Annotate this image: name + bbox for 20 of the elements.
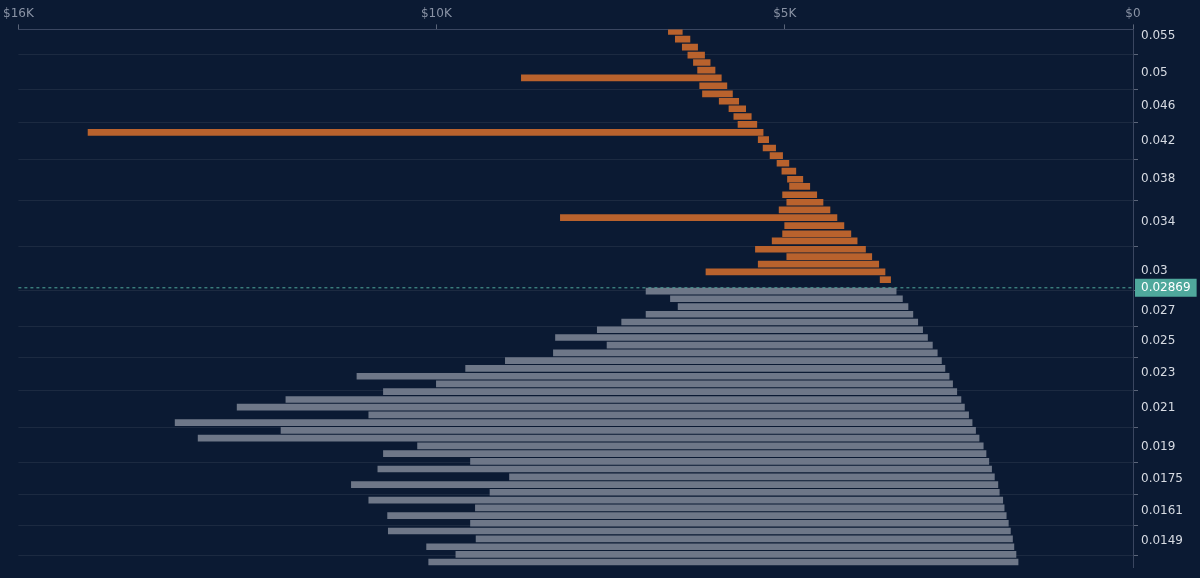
x-tick-label: $16K: [3, 6, 35, 21]
y-tick-label: 0.019: [1141, 439, 1176, 454]
ref-line-label: 0.02869: [1141, 279, 1191, 294]
y-tick-label: 0.03: [1141, 262, 1168, 277]
y-tick-label: 0.034: [1141, 214, 1176, 229]
y-tick-label: 0.042: [1141, 132, 1176, 147]
x-tick-label: $5K: [773, 6, 798, 21]
y-tick-label: 0.023: [1141, 365, 1176, 380]
y-tick-label: 0.0175: [1141, 470, 1184, 485]
y-tick-label: 0.055: [1141, 28, 1176, 43]
y-tick-label: 0.0149: [1141, 533, 1184, 548]
y-tick-label: 0.046: [1141, 97, 1176, 112]
y-tick-label: 0.027: [1141, 303, 1176, 318]
x-tick-label: $0: [1125, 6, 1141, 21]
y-tick-label: 0.038: [1141, 171, 1176, 186]
y-tick-label: 0.05: [1141, 65, 1168, 80]
y-tick-label: 0.021: [1141, 400, 1176, 415]
y-tick-label: 0.025: [1141, 333, 1176, 348]
y-tick-label: 0.0161: [1141, 503, 1184, 518]
x-tick-label: $10K: [420, 6, 453, 21]
